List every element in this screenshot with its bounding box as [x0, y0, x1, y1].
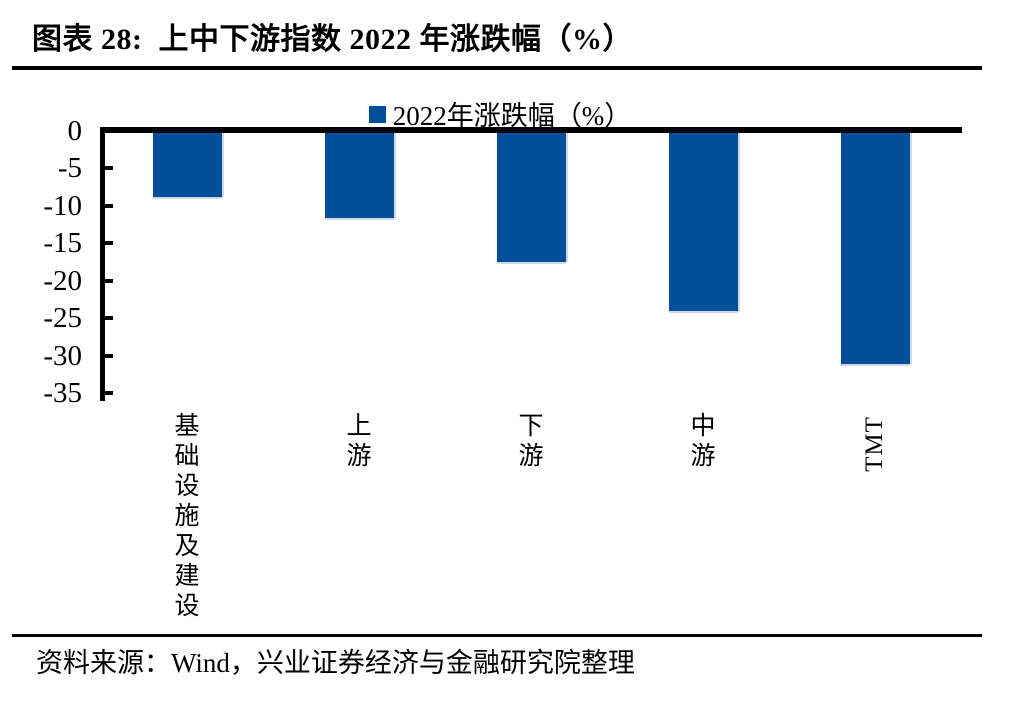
y-axis-tick: [105, 353, 113, 358]
x-axis-label-char: 游: [690, 443, 716, 470]
y-axis-tick-label: -30: [43, 339, 82, 372]
x-axis-label-char: 游: [518, 443, 544, 470]
legend-label: 2022年涨跌幅（%）: [392, 101, 632, 131]
y-axis-line: [100, 127, 105, 401]
chart-title: 图表 28: 上中下游指数 2022 年涨跌幅（%）: [32, 23, 633, 56]
bar: [324, 133, 394, 219]
x-axis-category-label: 下游: [516, 412, 546, 472]
footer-rule: [12, 634, 982, 637]
y-axis-tick-label: -5: [57, 152, 82, 184]
x-axis-category-label: 中游: [688, 412, 718, 472]
legend: 2022年涨跌幅（%）: [0, 94, 1000, 133]
x-axis-label-char: 游: [346, 443, 372, 470]
x-axis-label-char: 中: [690, 413, 716, 440]
x-axis-label-char: 基: [174, 413, 200, 440]
y-axis-tick: [105, 241, 113, 245]
y-axis-tick-label: -25: [43, 302, 82, 334]
y-axis-tick-label: -20: [43, 264, 82, 297]
x-axis-label-char: 设: [174, 473, 200, 500]
bar: [496, 133, 566, 262]
bar: [668, 133, 738, 312]
x-axis-zero-line: [100, 127, 962, 133]
y-axis-tick: [105, 203, 113, 208]
y-axis-tick: [105, 391, 113, 395]
y-axis-tick: [105, 166, 113, 170]
x-axis-category-label: 基础设施及建设: [172, 412, 202, 622]
y-axis-tick: [105, 316, 113, 320]
x-axis-label-char: 施: [174, 503, 200, 530]
x-axis-label-char: 下: [518, 413, 544, 440]
x-axis-label-char: 上: [346, 413, 372, 440]
y-axis-tick-label: -10: [43, 189, 82, 222]
source-note: 资料来源：Wind，兴业证券经济与金融研究院整理: [36, 648, 635, 678]
bar: [152, 133, 222, 198]
y-axis-tick: [105, 278, 113, 283]
bar: [840, 133, 910, 364]
y-axis-tick-label: -15: [43, 227, 82, 259]
x-axis-label-char: 设: [174, 593, 200, 620]
x-axis-label-char: 础: [174, 443, 200, 470]
x-axis-label-char: 建: [174, 563, 200, 590]
title-rule: [12, 66, 982, 70]
x-axis-category-label: 上游: [344, 412, 374, 472]
x-axis-label-char: 及: [174, 533, 200, 560]
y-axis-tick-label: -35: [43, 377, 82, 409]
legend-swatch: [368, 106, 386, 123]
x-axis-category-label: TMT: [861, 416, 888, 472]
y-axis-tick-label: 0: [67, 114, 83, 147]
